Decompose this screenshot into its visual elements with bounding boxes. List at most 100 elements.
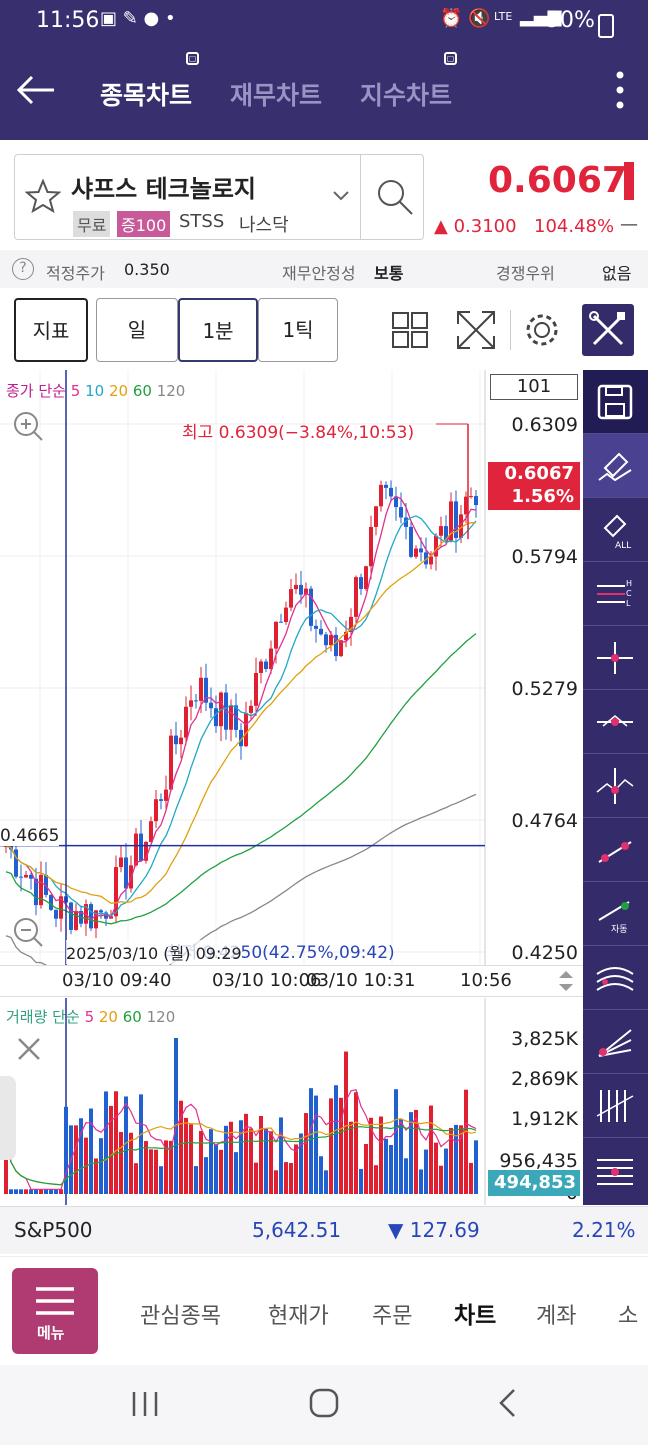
period-1min-button[interactable]: 1분 [178,298,258,362]
tab-index-chart[interactable]: 지수차트 [360,81,453,110]
recent-apps-icon[interactable] [130,1389,160,1419]
drawing-tools-button[interactable] [582,304,634,356]
trendline-tool[interactable] [583,818,648,882]
index-value: 5,642.51 [252,1218,342,1242]
layout-grid-icon[interactable] [392,312,428,348]
candle-body [334,634,338,657]
candle-body [29,874,33,879]
bar-count[interactable]: 101 [490,374,578,400]
horizontal-line-tool[interactable] [583,690,648,754]
candle-body [54,909,58,919]
volume-bar [114,1091,118,1194]
moving-average-line [5,633,477,925]
period-1tick-button[interactable]: 1틱 [258,298,338,362]
candle-body [419,548,423,553]
volume-bar [189,1124,193,1194]
candle-body [194,700,198,702]
volume-bar [374,1165,378,1194]
volume-axis-label: 1,912K [511,1108,578,1130]
price-axis-label: 0.5794 [511,546,578,568]
back-icon[interactable] [496,1387,520,1419]
candle-body [74,910,78,930]
parallel-tool[interactable] [583,1138,648,1202]
volume-axis-label: 3,825K [511,1028,578,1050]
volume-bar [304,1113,308,1194]
volume-bar [299,1133,303,1194]
volume-bar [399,1119,403,1194]
back-arrow-icon[interactable] [16,74,56,106]
chevron-down-icon[interactable] [333,191,349,201]
zoom-in-icon[interactable] [12,410,44,442]
save-tool[interactable] [583,370,648,434]
battery-icon [598,14,614,38]
volume-chart-area[interactable] [0,998,583,1205]
favorite-star-icon[interactable] [25,179,61,213]
volume-bar [209,1129,213,1194]
menu-button[interactable]: 메뉴 [12,1268,98,1354]
price-axis-label: 0.5279 [511,678,578,700]
nav-chart[interactable]: 차트 [454,1303,497,1329]
volume-bar [229,1121,233,1194]
candle-body [444,526,448,541]
cross-tool[interactable] [583,626,648,690]
dash-indicator: — [620,214,638,235]
fan-lines-icon [598,1029,632,1057]
eraser-all-tool[interactable]: ALL [583,498,648,562]
volume-bar [364,1144,368,1194]
volume-bar [74,1125,78,1194]
home-icon[interactable] [308,1387,340,1419]
nav-more[interactable]: 소 [618,1304,639,1329]
candle-body [464,496,468,515]
candle-body [104,912,108,919]
margin-tag: 증100 [117,211,171,237]
arc-tool[interactable] [583,946,648,1010]
nav-order[interactable]: 주문 [372,1304,413,1329]
fullscreen-icon[interactable] [456,310,496,350]
stock-selector[interactable]: 샤프스 테크놀로지 무료 증100 STSS 나스닥 [14,154,424,240]
volume-average-line [5,1126,477,1186]
candle-body [69,902,73,930]
candle-body [214,708,218,727]
volume-chart-svg [4,998,486,1205]
candle-body [229,705,233,730]
volume-bar [314,1095,318,1194]
candle-body [399,507,403,518]
zoom-out-icon[interactable] [12,916,44,948]
indicator-button[interactable]: 지표 [14,298,88,362]
fan-tool[interactable] [583,1010,648,1074]
help-icon[interactable]: ? [12,258,34,280]
eraser-all-icon: ALL [603,514,631,550]
period-day-button[interactable]: 일 [96,298,178,362]
volume-bar [354,1092,358,1194]
volume-axis-label: 2,869K [511,1068,578,1090]
auto-trend-icon: 자동 [598,901,630,934]
more-menu-icon[interactable] [614,70,626,110]
candle-body [424,552,428,565]
tab-finance-chart[interactable]: 재무차트 [230,81,323,110]
nav-current-price[interactable]: 현재가 [268,1304,329,1329]
side-drawer-handle[interactable] [0,1076,16,1160]
volume-bar [389,1144,393,1194]
tab-stock-chart[interactable]: 종목차트 [100,81,193,110]
volume-bar [49,1189,53,1194]
price-chart-area[interactable] [0,370,583,989]
vertical-line-tool[interactable] [583,754,648,818]
nav-watchlist[interactable]: 관심종목 [140,1304,221,1329]
settings-gear-icon[interactable] [522,310,562,350]
volume-bar [379,1116,383,1194]
fin-stability-value: 보통 [374,264,404,283]
auto-trend-tool[interactable]: 자동 [583,882,648,946]
axis-scroll-icon[interactable] [556,968,576,994]
candle-body [374,506,378,527]
close-volume-icon[interactable] [16,1036,42,1062]
search-icon[interactable] [375,177,415,217]
moving-average-line [5,495,477,921]
candle-body [384,484,388,488]
index-ticker-bar[interactable] [0,1206,648,1254]
nav-account[interactable]: 계좌 [536,1304,577,1329]
volume-bar [54,1189,58,1194]
index-change: ▼ 127.69 [388,1218,480,1242]
eraser-tool[interactable] [583,434,648,498]
fibonacci-tool[interactable] [583,1074,648,1138]
